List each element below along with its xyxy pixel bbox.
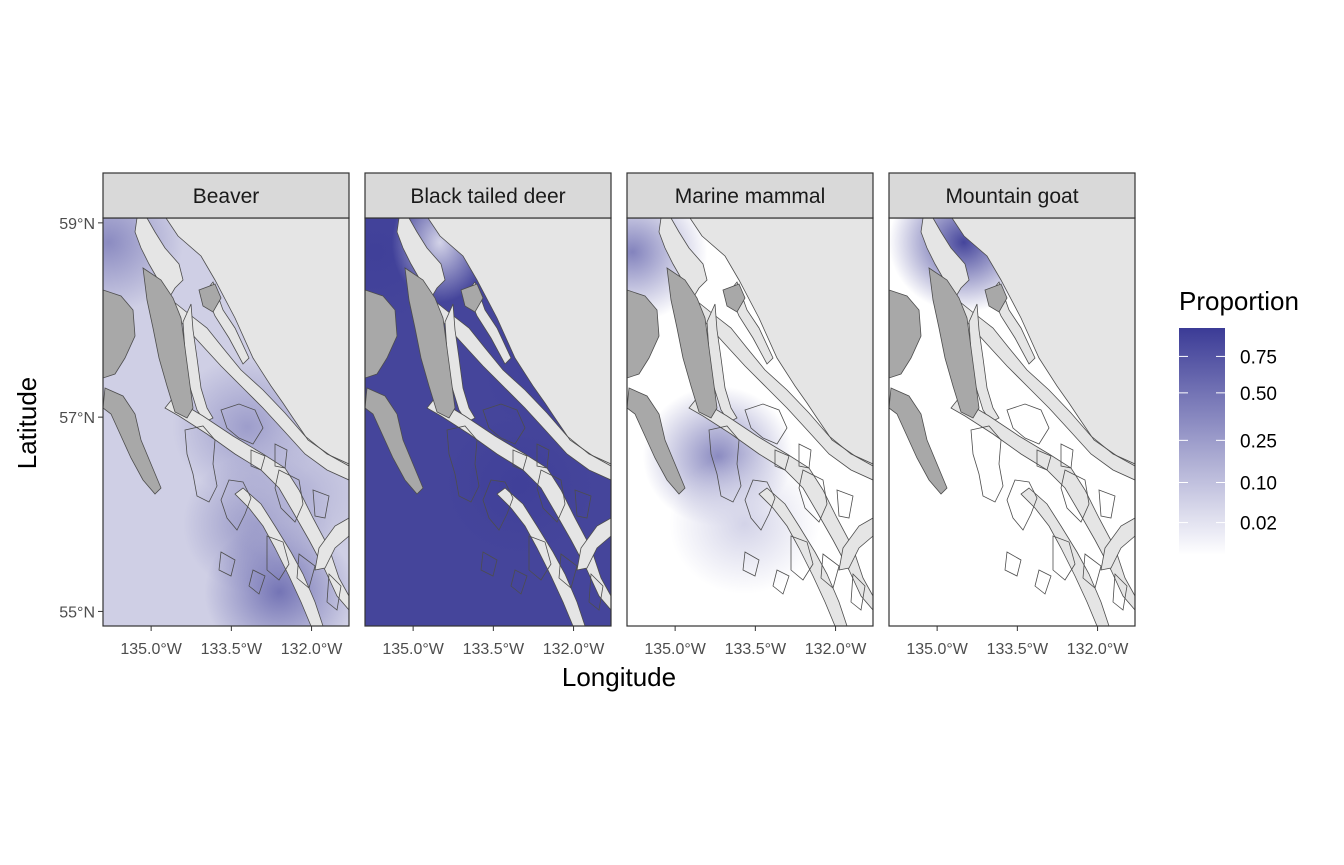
legend-label: 0.10 [1240, 473, 1277, 494]
facet-strip-label: Beaver [193, 185, 260, 208]
x-tick-label: 135.0°W [120, 641, 182, 658]
legend-label: 0.02 [1240, 514, 1277, 535]
y-tick-label: 59°N [59, 216, 95, 233]
x-tick-label: 132.0°W [1067, 641, 1129, 658]
facet-strip-label: Marine mammal [675, 185, 826, 208]
y-tick-label: 57°N [59, 410, 95, 427]
legend-label: 0.75 [1240, 347, 1277, 368]
facet-strip: Black tailed deer [364, 172, 612, 219]
facet-panel-2 [364, 217, 612, 627]
facet-panels: Beaver 135.0°W 133.5°W 132.0°W Black tailed … [59, 172, 1136, 658]
legend: Proportion 0.02 0.10 0.25 0.50 0.75 [1179, 286, 1299, 555]
x-axis-title: Longitude [562, 662, 676, 692]
facet-panel-1 [102, 217, 350, 627]
x-tick-label: 133.5°W [201, 641, 263, 658]
y-axis-title: Latitude [12, 377, 42, 470]
facet-strip-label: Mountain goat [945, 185, 1078, 208]
x-tick-label: 135.0°W [906, 641, 968, 658]
facet-strip: Marine mammal [626, 172, 874, 219]
facet-panel-4 [888, 217, 1136, 627]
x-tick-label: 135.0°W [382, 641, 444, 658]
hotspot-3 [669, 454, 820, 594]
y-tick-label: 55°N [59, 604, 95, 621]
unsampled-islands [103, 267, 222, 495]
facet-strip: Mountain goat [888, 172, 1136, 219]
unsampled-islands [365, 267, 484, 495]
unsampled-islands [627, 267, 746, 495]
facet-strip: Beaver [102, 172, 350, 219]
x-tick-label: 132.0°W [281, 641, 343, 658]
legend-label: 0.25 [1240, 431, 1277, 452]
facet-panel-3 [626, 217, 874, 627]
x-tick-label: 132.0°W [543, 641, 605, 658]
facet-strip-label: Black tailed deer [410, 185, 565, 208]
legend-label: 0.50 [1240, 384, 1277, 405]
x-tick-label: 133.5°W [725, 641, 787, 658]
legend-colorbar [1179, 328, 1225, 555]
unsampled-islands [889, 267, 1008, 495]
legend-title: Proportion [1179, 286, 1299, 316]
x-tick-label: 132.0°W [805, 641, 867, 658]
x-tick-label: 133.5°W [987, 641, 1049, 658]
x-tick-label: 135.0°W [644, 641, 706, 658]
x-tick-label: 133.5°W [463, 641, 525, 658]
